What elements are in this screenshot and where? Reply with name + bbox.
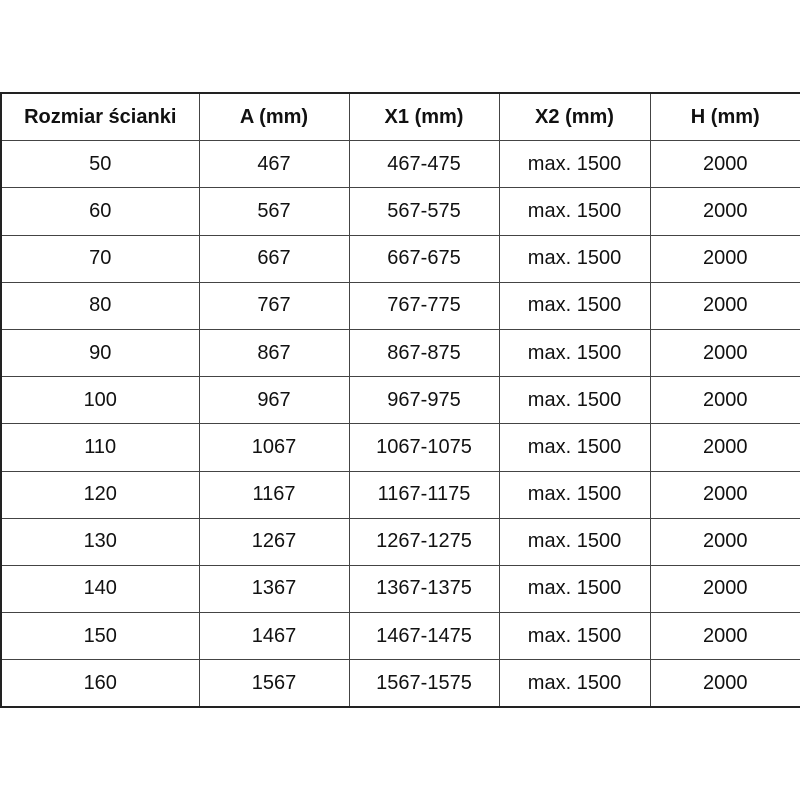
cell-x2: max. 1500 (498, 517, 651, 566)
table-row: 110 1067 1067-1075 max. 1500 2000 (0, 423, 800, 472)
table-row: 100 967 967-975 max. 1500 2000 (0, 376, 800, 425)
cell-a: 1267 (198, 517, 350, 566)
cell-x1: 467-475 (348, 140, 500, 189)
cell-x1: 1367-1375 (348, 564, 500, 614)
cell-x1: 967-975 (348, 376, 500, 425)
cell-wall-size: 120 (0, 470, 200, 519)
cell-a: 1467 (198, 612, 350, 661)
cell-h: 2000 (649, 187, 800, 236)
cell-wall-size: 150 (0, 612, 200, 661)
table-row: 80 767 767-775 max. 1500 2000 (0, 281, 800, 330)
cell-x2: max. 1500 (498, 187, 651, 236)
table-row: 60 567 567-575 max. 1500 2000 (0, 187, 800, 236)
cell-wall-size: 60 (0, 187, 200, 236)
cell-x2: max. 1500 (498, 564, 651, 614)
cell-x1: 1067-1075 (348, 423, 500, 472)
cell-a: 1367 (198, 564, 350, 614)
cell-wall-size: 80 (0, 281, 200, 330)
cell-wall-size: 140 (0, 564, 200, 614)
cell-h: 2000 (649, 423, 800, 472)
cell-h: 2000 (649, 612, 800, 661)
cell-x1: 1267-1275 (348, 517, 500, 566)
header-row: Rozmiar ścianki A (mm) X1 (mm) X2 (mm) H… (0, 92, 800, 142)
cell-h: 2000 (649, 234, 800, 283)
cell-wall-size: 110 (0, 423, 200, 472)
cell-wall-size: 130 (0, 517, 200, 566)
header-wall-size: Rozmiar ścianki (0, 92, 200, 142)
cell-x2: max. 1500 (498, 281, 651, 330)
cell-h: 2000 (649, 281, 800, 330)
cell-h: 2000 (649, 659, 800, 708)
cell-wall-size: 100 (0, 376, 200, 425)
table-row: 50 467 467-475 max. 1500 2000 (0, 140, 800, 189)
cell-x1: 767-775 (348, 281, 500, 330)
cell-a: 867 (198, 328, 350, 378)
table-row: 150 1467 1467-1475 max. 1500 2000 (0, 612, 800, 661)
table-row: 70 667 667-675 max. 1500 2000 (0, 234, 800, 283)
table-row: 130 1267 1267-1275 max. 1500 2000 (0, 517, 800, 566)
cell-x1: 1467-1475 (348, 612, 500, 661)
cell-wall-size: 50 (0, 140, 200, 189)
dimensions-table: Rozmiar ścianki A (mm) X1 (mm) X2 (mm) H… (0, 92, 800, 709)
header-x2: X2 (mm) (498, 92, 651, 142)
table-row: 120 1167 1167-1175 max. 1500 2000 (0, 470, 800, 519)
cell-a: 467 (198, 140, 350, 189)
cell-x1: 667-675 (348, 234, 500, 283)
cell-x2: max. 1500 (498, 140, 651, 189)
cell-a: 1167 (198, 470, 350, 519)
cell-wall-size: 90 (0, 328, 200, 378)
cell-h: 2000 (649, 470, 800, 519)
cell-x2: max. 1500 (498, 328, 651, 378)
cell-a: 667 (198, 234, 350, 283)
cell-a: 967 (198, 376, 350, 425)
cell-x2: max. 1500 (498, 376, 651, 425)
cell-a: 767 (198, 281, 350, 330)
cell-wall-size: 160 (0, 659, 200, 708)
cell-x1: 1167-1175 (348, 470, 500, 519)
cell-h: 2000 (649, 140, 800, 189)
cell-a: 567 (198, 187, 350, 236)
cell-x2: max. 1500 (498, 470, 651, 519)
cell-a: 1567 (198, 659, 350, 708)
cell-h: 2000 (649, 328, 800, 378)
cell-x1: 867-875 (348, 328, 500, 378)
header-a: A (mm) (198, 92, 350, 142)
cell-a: 1067 (198, 423, 350, 472)
cell-wall-size: 70 (0, 234, 200, 283)
cell-h: 2000 (649, 376, 800, 425)
table-row: 140 1367 1367-1375 max. 1500 2000 (0, 564, 800, 614)
table-row: 90 867 867-875 max. 1500 2000 (0, 328, 800, 378)
header-x1: X1 (mm) (348, 92, 500, 142)
cell-x1: 1567-1575 (348, 659, 500, 708)
cell-x2: max. 1500 (498, 659, 651, 708)
cell-x2: max. 1500 (498, 423, 651, 472)
cell-x2: max. 1500 (498, 234, 651, 283)
cell-h: 2000 (649, 517, 800, 566)
header-h: H (mm) (649, 92, 800, 142)
table-row: 160 1567 1567-1575 max. 1500 2000 (0, 659, 800, 708)
cell-x2: max. 1500 (498, 612, 651, 661)
cell-h: 2000 (649, 564, 800, 614)
cell-x1: 567-575 (348, 187, 500, 236)
